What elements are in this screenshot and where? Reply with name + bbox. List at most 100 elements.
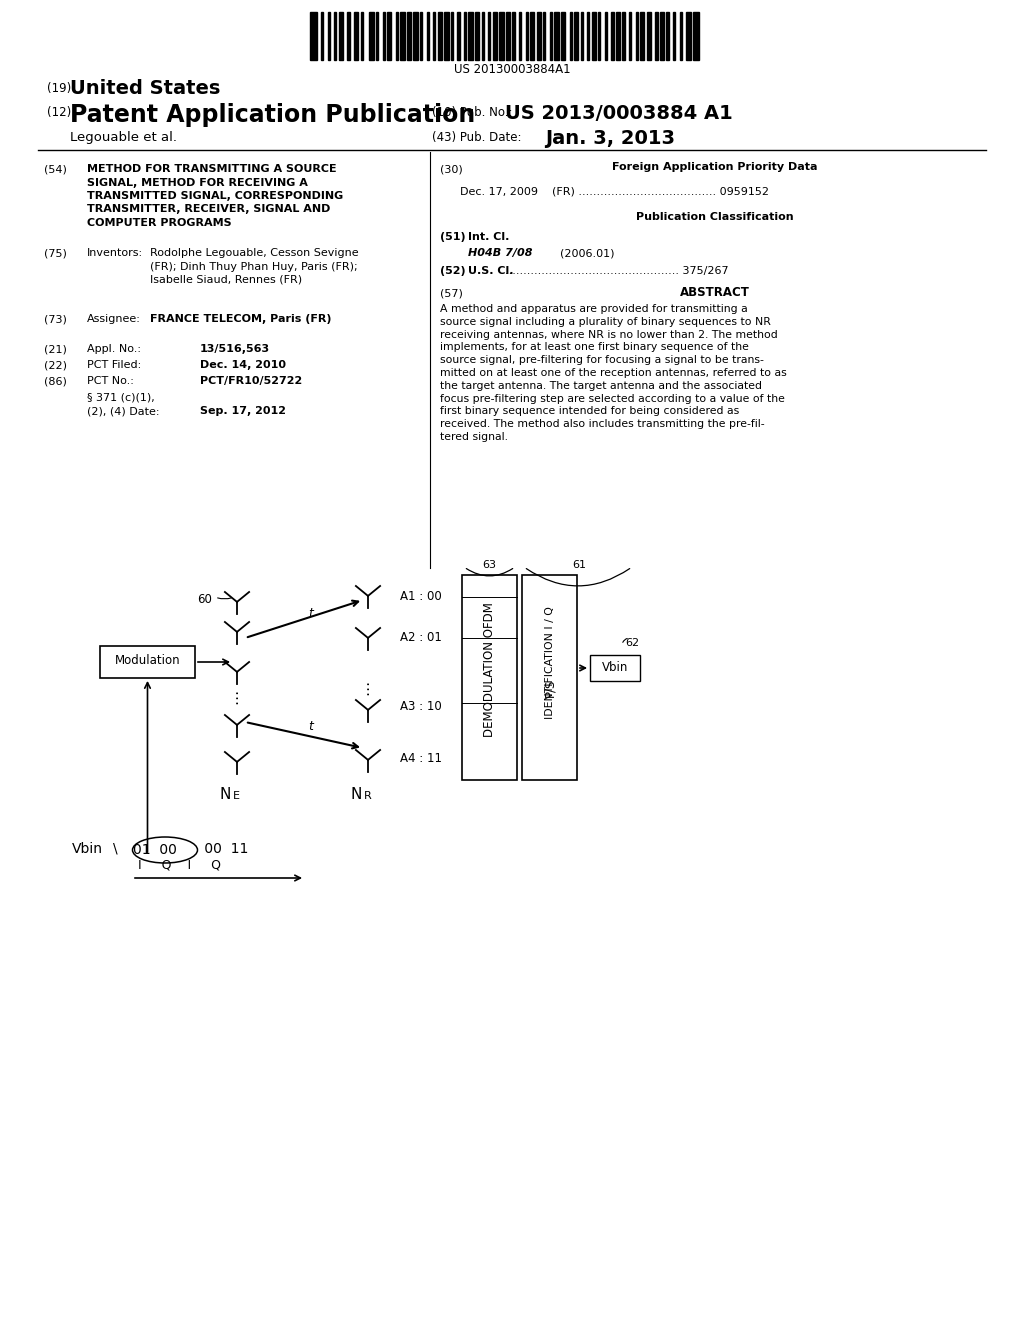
Text: A2 : 01: A2 : 01 [400, 631, 442, 644]
Bar [680, 12, 682, 59]
Bar [554, 12, 559, 59]
Text: 60: 60 [197, 593, 212, 606]
Text: (57): (57) [440, 288, 463, 298]
Text: Int. Cl.: Int. Cl. [468, 232, 509, 242]
Bar [433, 12, 435, 59]
Bar [615, 12, 621, 59]
Bar [611, 12, 613, 59]
Bar [321, 12, 324, 59]
Bar [481, 12, 483, 59]
Text: PCT No.:: PCT No.: [87, 376, 134, 385]
Bar [512, 12, 515, 59]
Bar [347, 12, 349, 59]
Bar [387, 12, 391, 59]
Bar [646, 12, 651, 59]
Text: SIGNAL, METHOD FOR RECEIVING A: SIGNAL, METHOD FOR RECEIVING A [87, 177, 308, 187]
Bar [462, 576, 517, 780]
Text: N: N [219, 787, 231, 803]
Text: E: E [233, 791, 240, 801]
Text: N: N [350, 787, 362, 803]
Bar [451, 12, 453, 59]
Text: source signal including a plurality of binary sequences to NR: source signal including a plurality of b… [440, 317, 771, 327]
Text: Rodolphe Legouable, Cesson Sevigne: Rodolphe Legouable, Cesson Sevigne [150, 248, 358, 257]
Bar [100, 645, 195, 678]
Text: Assignee:: Assignee: [87, 314, 141, 323]
Text: A method and apparatus are provided for transmitting a: A method and apparatus are provided for … [440, 304, 748, 314]
Text: Dec. 14, 2010: Dec. 14, 2010 [200, 360, 286, 370]
Text: (73): (73) [44, 314, 67, 323]
Bar [550, 12, 552, 59]
Text: H04B 7/08: H04B 7/08 [468, 248, 532, 257]
Text: TRANSMITTER, RECEIVER, SIGNAL AND: TRANSMITTER, RECEIVER, SIGNAL AND [87, 205, 331, 214]
Bar [659, 12, 665, 59]
Bar [420, 12, 422, 59]
Text: US 20130003884A1: US 20130003884A1 [454, 63, 570, 77]
Text: A4 : 11: A4 : 11 [400, 752, 442, 766]
Text: ⋯: ⋯ [360, 680, 376, 696]
Text: Jan. 3, 2013: Jan. 3, 2013 [545, 129, 675, 148]
Bar [519, 12, 521, 59]
Text: \: \ [113, 842, 118, 855]
Text: United States: United States [70, 79, 220, 98]
Bar [673, 12, 675, 59]
Text: (54): (54) [44, 164, 67, 174]
Bar [400, 12, 404, 59]
Bar [587, 12, 590, 59]
Bar [328, 12, 330, 59]
Text: P/S: P/S [543, 678, 556, 697]
Bar [407, 12, 412, 59]
Bar [488, 12, 490, 59]
Text: FRANCE TELECOM, Paris (FR): FRANCE TELECOM, Paris (FR) [150, 314, 332, 323]
Text: A1 : 00: A1 : 00 [400, 590, 441, 603]
Text: (2), (4) Date:: (2), (4) Date: [87, 407, 160, 416]
Bar [414, 12, 418, 59]
Bar [640, 12, 644, 59]
Text: source signal, pre-filtering for focusing a signal to be trans-: source signal, pre-filtering for focusin… [440, 355, 764, 366]
Bar [383, 12, 385, 59]
Text: COMPUTER PROGRAMS: COMPUTER PROGRAMS [87, 218, 231, 228]
Text: 62: 62 [625, 638, 639, 648]
Bar [574, 12, 579, 59]
Text: t: t [308, 719, 313, 733]
Text: 63: 63 [482, 560, 497, 570]
Bar [499, 12, 504, 59]
Bar [376, 12, 378, 59]
Bar [655, 12, 657, 59]
Text: the target antenna. The target antenna and the associated: the target antenna. The target antenna a… [440, 380, 762, 391]
Bar [360, 12, 362, 59]
Text: 00  11: 00 11 [200, 842, 249, 855]
Text: I     Q    I     Q: I Q I Q [138, 859, 221, 873]
Bar [522, 576, 577, 780]
Bar [605, 12, 607, 59]
Text: receiving antennas, where NR is no lower than 2. The method: receiving antennas, where NR is no lower… [440, 330, 778, 339]
Bar [493, 12, 497, 59]
Text: (30): (30) [440, 164, 463, 174]
Bar [543, 12, 546, 59]
Text: received. The method also includes transmitting the pre-fil-: received. The method also includes trans… [440, 420, 765, 429]
Text: § 371 (c)(1),: § 371 (c)(1), [87, 392, 155, 403]
Bar [427, 12, 429, 59]
Text: (86): (86) [44, 376, 67, 385]
Bar [569, 12, 571, 59]
Bar [464, 12, 466, 59]
Text: 13/516,563: 13/516,563 [200, 345, 270, 354]
Text: (52): (52) [440, 267, 466, 276]
Text: implements, for at least one first binary sequence of the: implements, for at least one first binar… [440, 342, 749, 352]
Bar [561, 12, 565, 59]
Bar [334, 12, 337, 59]
Text: (2006.01): (2006.01) [560, 248, 614, 257]
Bar [310, 12, 316, 59]
Text: Inventors:: Inventors: [87, 248, 143, 257]
Bar [537, 12, 541, 59]
Text: A3 : 10: A3 : 10 [400, 700, 441, 713]
Bar [525, 12, 527, 59]
Text: (12): (12) [47, 106, 72, 119]
Bar [629, 12, 631, 59]
Text: Legouable et al.: Legouable et al. [70, 131, 177, 144]
Text: (21): (21) [44, 345, 67, 354]
Bar [396, 12, 398, 59]
Ellipse shape [132, 837, 198, 863]
Text: ⋯: ⋯ [229, 689, 245, 705]
Text: Modulation: Modulation [115, 653, 180, 667]
Text: (51): (51) [440, 232, 466, 242]
